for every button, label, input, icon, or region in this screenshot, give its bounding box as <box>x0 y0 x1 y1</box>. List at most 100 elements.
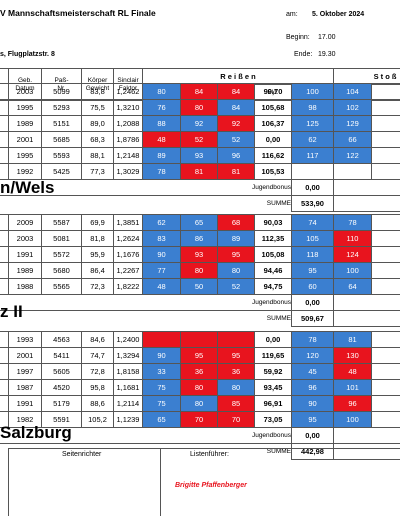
snatch-attempt-3: 36 <box>217 363 255 380</box>
pass-number: 5411 <box>41 347 82 364</box>
snatch-attempt-2: 70 <box>180 411 218 428</box>
body-weight: 88,1 <box>81 147 114 164</box>
birth-year: 2001 <box>8 347 42 364</box>
lifter-row: 1988 5565 72,3 1,8222 48 50 52 94,75 60 64 <box>0 278 400 295</box>
beginn-label: Beginn: <box>286 34 310 41</box>
snatch-attempt-2: 93 <box>180 147 218 164</box>
snatch-points: 119,65 <box>254 347 292 364</box>
body-weight: 72,3 <box>81 278 114 295</box>
cj-attempt-2: 100 <box>333 262 372 279</box>
snatch-points: 116,62 <box>254 147 292 164</box>
snatch-attempt-1: 88 <box>142 115 181 132</box>
birth-year: 1993 <box>8 331 42 348</box>
snatch-attempt-2: 80 <box>180 395 218 412</box>
pass-number: 5593 <box>41 147 82 164</box>
cj-attempt-1: 60 <box>291 278 334 295</box>
cj-attempt-2: 102 <box>333 99 372 116</box>
body-weight: 95,8 <box>81 379 114 396</box>
snatch-points: 99,70 <box>254 83 292 100</box>
col-sinclair: Sinclair <box>117 76 139 84</box>
lifter-row: 2009 5587 69,9 1,3851 62 65 68 90,03 74 78 <box>0 214 400 231</box>
row-lead <box>0 278 9 295</box>
cj-attempt-2: 78 <box>333 214 372 231</box>
snatch-attempt-3: 95 <box>217 246 255 263</box>
sinclair-factor: 1,2624 <box>113 230 143 247</box>
cj-attempt-1: 90 <box>291 395 334 412</box>
birth-year: 1995 <box>8 99 42 116</box>
team-name: n/Wels <box>0 178 55 197</box>
snatch-attempt-1: 62 <box>142 214 181 231</box>
lifter-row: 2003 5081 81,8 1,2624 83 86 89 112,35 105 110 <box>0 230 400 247</box>
sheet-title: V Mannschaftsmeisterschaft RL Finale <box>0 8 156 18</box>
birth-year: 2009 <box>8 214 42 231</box>
pass-number: 5179 <box>41 395 82 412</box>
row-lead <box>0 262 9 279</box>
row-lead <box>0 115 9 132</box>
sinclair-factor: 1,1681 <box>113 379 143 396</box>
birth-year: 2003 <box>8 230 42 247</box>
body-weight: 89,0 <box>81 115 114 132</box>
snatch-points: 0,00 <box>254 131 292 148</box>
team-name: z II <box>0 302 23 321</box>
lifter-row: 1989 5680 86,4 1,2267 77 80 80 94,46 95 100 <box>0 262 400 279</box>
cj-attempt-3 <box>371 163 400 180</box>
cj-attempt-3 <box>371 379 400 396</box>
lifter-row: 1995 5293 75,5 1,3210 76 80 84 105,68 98 102 <box>0 99 400 116</box>
footer-divider <box>8 448 9 516</box>
snatch-attempt-1: 78 <box>142 163 181 180</box>
lifter-row: 1991 5572 95,9 1,1676 90 93 95 105,08 118 124 <box>0 246 400 263</box>
cj-attempt-2: 96 <box>333 395 372 412</box>
row-lead <box>0 363 9 380</box>
birth-year: 1989 <box>8 115 42 132</box>
cj-attempt-3 <box>371 246 400 263</box>
seitenrichter-label: Seitenrichter <box>62 451 102 458</box>
row-lead <box>0 246 9 263</box>
snatch-attempt-2: 93 <box>180 246 218 263</box>
cj-attempt-2: 122 <box>333 147 372 164</box>
birth-year: 1991 <box>8 246 42 263</box>
snatch-points: 93,45 <box>254 379 292 396</box>
summe-label: SUMME <box>0 310 292 327</box>
snatch-attempt-3: 89 <box>217 230 255 247</box>
snatch-attempt-2: 36 <box>180 363 218 380</box>
pass-number: 5081 <box>41 230 82 247</box>
snatch-attempt-1: 65 <box>142 411 181 428</box>
row-lead <box>0 83 9 100</box>
listenfuehrer-label: Listenführer: <box>190 451 229 458</box>
snatch-points: 105,08 <box>254 246 292 263</box>
snatch-attempt-3: 52 <box>217 278 255 295</box>
cj-attempt-1: 45 <box>291 363 334 380</box>
snatch-attempt-1: 89 <box>142 147 181 164</box>
snatch-attempt-3: 81 <box>217 163 255 180</box>
snatch-attempt-2: 50 <box>180 278 218 295</box>
team-table-1: 2003 5099 83,8 1,2462 80 84 84 99,70 100 104 1995 5… <box>0 83 400 212</box>
lifter-row: 1993 4563 84,6 1,2400 0,00 78 81 <box>0 331 400 348</box>
snatch-attempt-3: 84 <box>217 99 255 116</box>
snatch-attempt-1 <box>142 331 181 348</box>
snatch-attempt-2 <box>180 331 218 348</box>
birth-year: 1995 <box>8 147 42 164</box>
snatch-points: 59,92 <box>254 363 292 380</box>
sinclair-factor: 1,8222 <box>113 278 143 295</box>
jugendbonus-label: Jugendbonus <box>0 294 292 311</box>
cj-attempt-1: 100 <box>291 83 334 100</box>
snatch-attempt-1: 48 <box>142 278 181 295</box>
snatch-attempt-3: 70 <box>217 411 255 428</box>
birth-year: 1989 <box>8 262 42 279</box>
row-lead <box>0 347 9 364</box>
cj-attempt-2: 130 <box>333 347 372 364</box>
cj-attempt-3 <box>371 230 400 247</box>
snatch-points: 73,05 <box>254 411 292 428</box>
cj-attempt-2: 48 <box>333 363 372 380</box>
body-weight: 75,5 <box>81 99 114 116</box>
lifter-row: 2001 5685 68,3 1,8786 48 52 52 0,00 62 66 <box>0 131 400 148</box>
cj-attempt-1 <box>291 163 334 180</box>
cj-attempt-3 <box>371 395 400 412</box>
cj-attempt-3 <box>371 347 400 364</box>
cj-attempt-3 <box>371 411 400 428</box>
body-weight: 84,6 <box>81 331 114 348</box>
cj-attempt-3 <box>371 214 400 231</box>
body-weight: 72,8 <box>81 363 114 380</box>
pass-number: 5151 <box>41 115 82 132</box>
snatch-attempt-2: 84 <box>180 83 218 100</box>
